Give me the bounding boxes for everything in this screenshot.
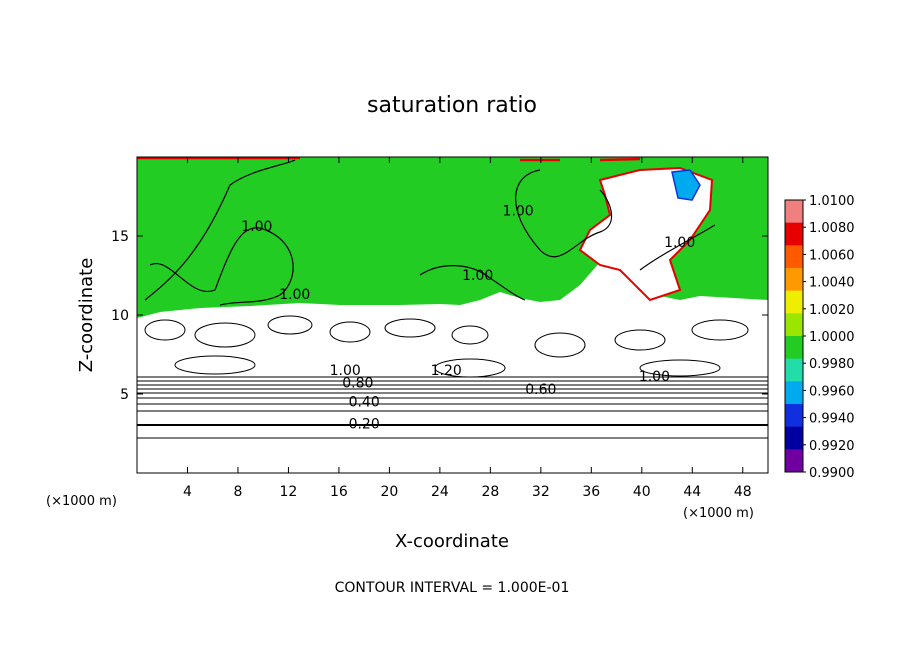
field-top-edge	[137, 157, 641, 162]
colorbar-swatch	[785, 290, 803, 314]
contour-cells	[144, 315, 749, 378]
contour-interval-note: CONTOUR INTERVAL = 1.000E-01	[335, 580, 570, 596]
colorbar-label: 1.0060	[809, 248, 855, 263]
y-tick-label: 15	[111, 229, 129, 245]
field-cloud-region	[578, 166, 714, 302]
x-tick-label: 12	[280, 484, 298, 500]
colorbar-swatch	[785, 404, 803, 428]
x-axis-label: X-coordinate	[395, 531, 509, 552]
colorbar-label: 0.9900	[809, 466, 855, 481]
colorbar-swatch	[785, 245, 803, 269]
contour-label: 0.40	[349, 394, 380, 410]
contour-label: 0.20	[349, 417, 380, 433]
colorbar-label: 0.9980	[809, 357, 855, 372]
contour-label: 1.00	[279, 287, 310, 303]
colorbar-label: 0.9920	[809, 439, 855, 454]
plot-area: 1.001.001.001.001.001.000.801.200.601.00…	[137, 157, 768, 473]
contour-label: 1.00	[241, 219, 272, 235]
x-tick-label: 32	[532, 484, 550, 500]
field-cloud-core	[671, 169, 701, 201]
colorbar-swatch	[785, 426, 803, 450]
contour-label: 1.20	[431, 363, 462, 379]
contour-upper-5	[639, 224, 716, 271]
colorbar-swatch	[785, 336, 803, 360]
contour-label: 0.60	[525, 382, 556, 398]
x-tick-label: 20	[380, 484, 398, 500]
colorbar-label: 1.0080	[809, 221, 855, 236]
contour-label: 1.00	[503, 203, 534, 219]
contour-upper-1	[144, 159, 296, 301]
contour-upper-2	[149, 227, 294, 306]
colorbar-label: 1.0000	[809, 330, 855, 345]
contour-upper-4	[419, 265, 526, 301]
y-axis-ticks: 5 10 15	[111, 229, 768, 403]
colorbar-swatch	[785, 268, 803, 292]
colorbar-swatch	[785, 200, 803, 224]
x-axis-ticks: 4 8 12 16 20 24 28 32 36 40 44 48	[183, 157, 752, 500]
contour-bands	[137, 376, 768, 439]
x-tick-label: 48	[734, 484, 752, 500]
contour-label: 1.00	[462, 268, 493, 284]
chart-title: saturation ratio	[367, 93, 537, 118]
colorbar-swatch	[785, 358, 803, 382]
x-tick-label: 8	[233, 484, 242, 500]
colorbar-label: 0.9940	[809, 412, 855, 427]
x-unit-left: (×1000 m)	[46, 494, 117, 509]
x-tick-label: 44	[683, 484, 701, 500]
contour-label: 0.80	[342, 376, 373, 392]
colorbar-label: 1.0040	[809, 276, 855, 291]
x-tick-label: 24	[431, 484, 449, 500]
x-tick-label: 40	[633, 484, 651, 500]
x-tick-label: 28	[481, 484, 499, 500]
x-tick-label: 4	[183, 484, 192, 500]
colorbar-label: 1.0020	[809, 303, 855, 318]
x-unit-right: (×1000 m)	[683, 506, 754, 521]
y-tick-label: 5	[120, 387, 129, 403]
contour-label: 1.00	[639, 369, 670, 385]
y-tick-label: 10	[111, 308, 129, 324]
colorbar: 1.0100 1.0080 1.0060 1.0040 1.0020 1.0000 0.99…	[784, 194, 855, 481]
colorbar-label: 0.9960	[809, 384, 855, 399]
colorbar-swatch	[785, 222, 803, 246]
colorbar-swatch	[785, 313, 803, 337]
x-tick-label: 16	[330, 484, 348, 500]
contour-upper-3	[515, 169, 613, 258]
contour-label: 1.00	[664, 235, 695, 251]
y-axis-label: Z-coordinate	[76, 258, 97, 373]
x-tick-label: 36	[582, 484, 600, 500]
colorbar-swatch	[785, 449, 803, 473]
contour-label: 1.00	[330, 363, 361, 379]
colorbar-swatch	[785, 381, 803, 405]
contour-labels: 1.001.001.001.001.001.000.801.200.601.00…	[241, 203, 695, 433]
colorbar-label: 1.0100	[809, 194, 855, 209]
